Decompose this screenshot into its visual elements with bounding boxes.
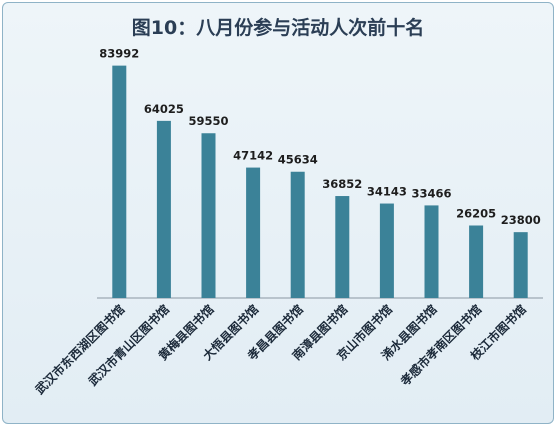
data-label: 45634 [278, 153, 318, 167]
bar [201, 133, 216, 298]
bar [112, 65, 127, 298]
category-label: 武汉市东西湖区图书馆 [32, 302, 127, 397]
bar-chart: 83992武汉市东西湖区图书馆64025武汉市青山区图书馆59550黄梅县图书馆… [32, 47, 543, 397]
data-label: 26205 [456, 206, 496, 220]
bar [246, 167, 261, 298]
bar [335, 196, 350, 298]
data-label: 33466 [411, 186, 451, 200]
chart-title: 图10：八月份参与活动人次前十名 [131, 17, 425, 39]
bar [469, 225, 484, 298]
data-label: 36852 [322, 177, 362, 191]
bar [290, 171, 305, 298]
data-label: 64025 [144, 102, 184, 116]
category-label: 武汉市青山区图书馆 [85, 302, 172, 389]
data-label: 47142 [233, 149, 273, 163]
data-label: 34143 [367, 185, 407, 199]
data-label: 59550 [188, 114, 228, 128]
data-label: 23800 [501, 213, 541, 227]
bar [513, 232, 528, 298]
category-label: 孝感市孝南区图书馆 [397, 302, 485, 390]
bar [424, 205, 439, 298]
bar [379, 203, 394, 298]
bar [156, 120, 171, 298]
data-label: 83992 [99, 47, 139, 61]
